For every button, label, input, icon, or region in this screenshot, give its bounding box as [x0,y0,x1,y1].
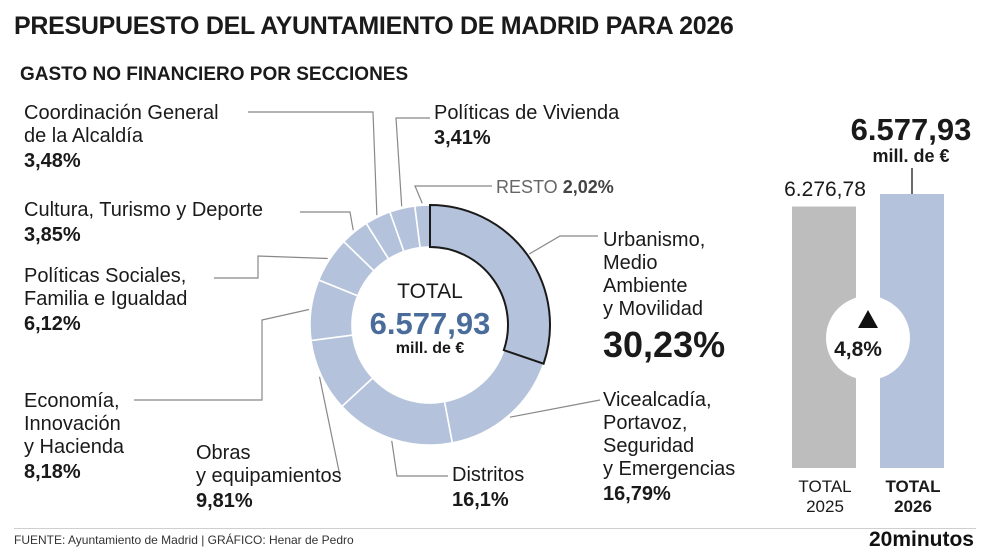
chart-subtitle: GASTO NO FINANCIERO POR SECCIONES [20,64,409,85]
donut-center-value: 6.577,93 [369,306,491,341]
brand-logo: 20minutos [868,528,974,551]
label-distritos: Distritos 16,1% [452,464,524,512]
leader-line-distritos [391,440,448,477]
label-economia-pct: 8,18% [24,461,81,483]
label-distritos-name: Distritos [452,464,525,486]
label-vicealcaldia-name-4: y Emergencias [603,458,736,480]
leader-line-resto [414,185,492,204]
leader-line-coordinacion [248,111,378,216]
label-urbanismo-pct: 30,23% [603,324,726,365]
bar-2025-category-line-2: 2025 [806,497,844,516]
donut-slice-vicealcaldia [443,349,545,444]
bar-2026-unit: mill. de € [872,146,950,166]
donut-slice-urbanismo [429,203,551,366]
change-circle [826,296,910,380]
change-percent: 4,8% [834,338,882,361]
leader-lines [134,111,601,477]
label-coordinacion-name-2: de la Alcaldía [24,125,143,147]
label-economia-name-3: y Hacienda [24,436,125,458]
bar-2025-category: TOTAL 2025 [790,477,860,517]
label-urbanismo-name-3: Ambiente [603,275,688,297]
label-vivienda: Políticas de Vivienda 3,41% [434,102,619,150]
label-economia: Economía, Innovación y Hacienda 8,18% [24,390,124,484]
label-resto-name: RESTO [496,177,558,197]
label-cultura: Cultura, Turismo y Deporte 3,85% [24,199,263,247]
label-coordinacion-name-1: Coordinación General [24,102,219,124]
leader-line-obras [318,376,341,477]
bar-2026-category-line-1: TOTAL [885,477,941,496]
leader-line-vicealcaldia [509,399,601,418]
bar-2025-category-line-1: TOTAL [798,477,852,496]
donut-center-unit: mill. de € [395,340,465,357]
label-coordinacion-pct: 3,48% [24,150,81,172]
bar-2025-value: 6.276,78 [784,178,866,201]
label-resto: RESTO 2,02% [496,177,614,198]
bar-2026-category-line-2: 2026 [894,497,932,516]
bar-2026-category: TOTAL 2026 [878,477,948,517]
label-urbanismo: Urbanismo, Medio Ambiente y Movilidad 30… [603,229,725,365]
label-obras-name-1: Obras [196,442,251,464]
label-obras-name-2: y equipamientos [196,465,342,487]
triangle-up-icon [858,310,878,328]
label-resto-pct: 2,02% [562,177,614,197]
label-vivienda-name: Políticas de Vivienda [434,102,620,124]
leader-line-cultura [300,211,354,231]
label-cultura-name: Cultura, Turismo y Deporte [24,199,263,221]
bar-2026-value: 6.577,93 [850,112,972,147]
label-cultura-pct: 3,85% [24,224,81,246]
label-coordinacion: Coordinación General de la Alcaldía 3,48… [24,102,219,173]
label-sociales-name-2: Familia e Igualdad [24,288,188,310]
label-obras-pct: 9,81% [196,490,253,512]
label-vicealcaldia-name-2: Portavoz, [603,412,688,434]
label-vivienda-pct: 3,41% [434,127,491,149]
label-vicealcaldia-name-1: Vicealcadía, [603,389,712,411]
leader-line-economia [134,308,310,401]
leader-line-sociales [214,255,328,279]
label-vicealcaldia: Vicealcadía, Portavoz, Seguridad y Emerg… [603,389,735,506]
label-economia-name-2: Innovación [24,413,121,435]
chart-title: PRESUPUESTO DEL AYUNTAMIENTO DE MADRID P… [14,12,734,40]
label-sociales-pct: 6,12% [24,313,81,335]
label-sociales: Políticas Sociales, Familia e Igualdad 6… [24,265,187,336]
label-distritos-pct: 16,1% [452,489,509,511]
label-vicealcaldia-pct: 16,79% [603,483,671,505]
leader-line-urbanismo [528,235,598,255]
label-urbanismo-name-2: Medio [603,252,658,274]
donut-slices [309,203,551,446]
source-credit: FUENTE: Ayuntamiento de Madrid | GRÁFICO… [14,533,354,547]
footer-divider [14,528,976,529]
label-obras: Obras y equipamientos 9,81% [196,442,342,513]
label-vicealcaldia-name-3: Seguridad [603,435,695,457]
leader-line-vivienda [395,117,430,207]
donut-center-label: TOTAL [397,280,463,303]
label-economia-name-1: Economía, [24,390,120,412]
label-urbanismo-name-1: Urbanismo, [603,229,706,251]
label-sociales-name-1: Políticas Sociales, [24,265,187,287]
label-urbanismo-name-4: y Movilidad [603,298,704,320]
